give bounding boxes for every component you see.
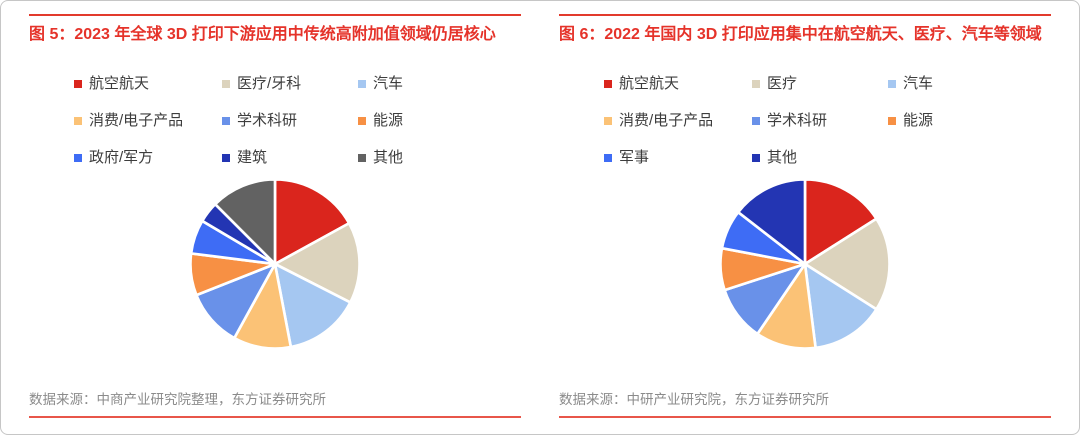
legend-label: 医疗/牙科 [237,75,302,92]
pie-slice-航空航天 [273,178,351,266]
legend-item: 其他 [752,147,888,169]
legend-label: 能源 [373,112,404,129]
legend-item: 军事 [604,147,752,169]
pie-slice-汽车 [273,262,352,349]
legend-swatch-icon [74,80,82,88]
pie-slice-其他 [736,178,807,266]
figure-6-legend: 航空航天 医疗 汽车消费/电子产品 学术科研 能源军事 其他 [559,73,1051,169]
figure-5-title: 图 5：2023 年全球 3D 打印下游应用中传统高附加值领域仍居核心 [29,26,496,43]
figure-5-data-source: 数据来源：中商产业研究院整理，东方证券研究所 [29,392,326,407]
legend-item: 能源 [888,110,1051,132]
figure-5-panel: 图 5：2023 年全球 3D 打印下游应用中传统高附加值领域仍居核心 航空航天… [29,14,521,418]
legend-label: 消费/电子产品 [89,112,184,129]
legend-swatch-icon [222,80,230,88]
legend-label: 政府/军方 [89,149,154,166]
pie-slice-汽车 [803,262,878,350]
legend-item: 消费/电子产品 [74,110,222,132]
figure-6-data-source: 数据来源：中研产业研究院，东方证券研究所 [559,392,829,407]
legend-swatch-icon [604,80,612,88]
legend-label: 其他 [373,149,404,166]
legend-label: 其他 [767,149,798,166]
legend-item: 汽车 [358,73,521,95]
figure-6-pie-chart [719,178,891,350]
legend-item: 其他 [358,147,521,169]
legend-label: 学术科研 [767,112,828,129]
legend-swatch-icon [604,154,612,162]
legend-item: 能源 [358,110,521,132]
legend-label: 汽车 [903,75,934,92]
pie-slice-医疗/牙科 [273,221,361,304]
legend-item: 航空航天 [74,73,222,95]
pie-slice-航空航天 [803,178,878,266]
legend-label: 学术科研 [237,112,298,129]
legend-item: 医疗/牙科 [222,73,358,95]
legend-swatch-icon [752,154,760,162]
legend-swatch-icon [74,154,82,162]
legend-item: 消费/电子产品 [604,110,752,132]
pie-slice-医疗 [803,217,891,311]
legend-label: 消费/电子产品 [619,112,714,129]
legend-item: 学术科研 [752,110,888,132]
legend-swatch-icon [358,154,366,162]
pie-slice-其他 [213,178,277,266]
figure-5-legend: 航空航天 医疗/牙科 汽车消费/电子产品 学术科研 能源政府/军方 建筑 其他 [29,73,521,169]
legend-swatch-icon [752,117,760,125]
legend-item: 学术科研 [222,110,358,132]
legend-label: 医疗 [767,75,798,92]
figure-6-title: 图 6：2022 年国内 3D 打印应用集中在航空航天、医疗、汽车等领域 [559,26,1042,43]
legend-item: 建筑 [222,147,358,169]
legend-swatch-icon [752,80,760,88]
figure-6-pie-container [559,175,1051,353]
legend-swatch-icon [888,117,896,125]
legend-item: 航空航天 [604,73,752,95]
figure-5-pie-container [29,175,521,353]
legend-label: 军事 [619,149,650,166]
legend-label: 建筑 [237,149,268,166]
legend-item: 政府/军方 [74,147,222,169]
legend-swatch-icon [888,80,896,88]
legend-item: 汽车 [888,73,1051,95]
legend-swatch-icon [222,117,230,125]
legend-swatch-icon [222,154,230,162]
legend-item: 医疗 [752,73,888,95]
legend-label: 航空航天 [619,75,680,92]
legend-swatch-icon [604,117,612,125]
legend-swatch-icon [358,117,366,125]
legend-label: 航空航天 [89,75,150,92]
figure-6-panel: 图 6：2022 年国内 3D 打印应用集中在航空航天、医疗、汽车等领域 航空航… [559,14,1051,418]
legend-label: 汽车 [373,75,404,92]
figure-5-pie-chart [189,178,361,350]
legend-swatch-icon [358,80,366,88]
legend-swatch-icon [74,117,82,125]
legend-label: 能源 [903,112,934,129]
